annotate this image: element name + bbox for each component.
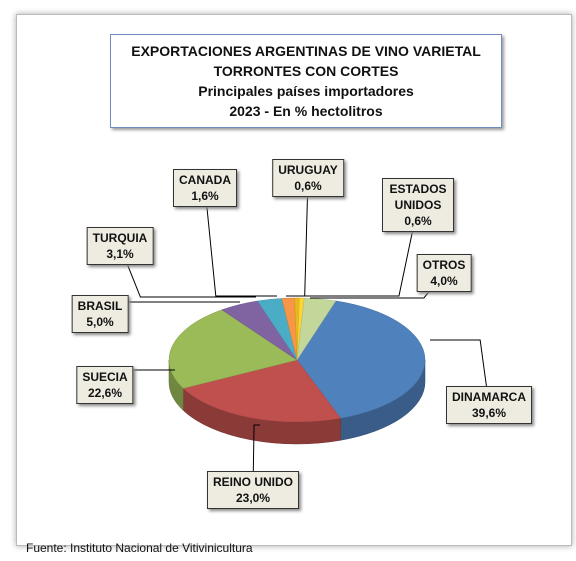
leader-line [430,339,490,406]
category-label: URUGUAY [278,163,338,177]
slice-label: BRASIL 5,0% [71,295,129,333]
title-line: 2023 - En % hectolitros [229,103,383,119]
category-label: CANADA [179,173,231,187]
slice-label: TURQUIA 3,1% [86,227,154,265]
slice-label: OTROS 4,0% [416,254,472,292]
value-label: 4,0% [430,274,458,288]
value-label: 0,6% [294,179,322,193]
value-label: 1,6% [191,189,219,203]
chart-title: EXPORTACIONES ARGENTINAS DE VINO VARIETA… [110,34,502,128]
pie-slice [168,309,298,389]
title-line: TORRONTES CON CORTES [213,63,399,79]
value-label: 23,0% [235,491,271,505]
category-label: ESTADOS UNIDOS [389,182,447,212]
value-label: 39,6% [471,406,507,420]
title-line: EXPORTACIONES ARGENTINAS DE VINO VARIETA… [131,43,481,59]
pie-slice [296,297,337,361]
value-label: 3,1% [106,247,134,261]
source-note: Fuente: Instituto Nacional de Vitivinicu… [26,541,253,555]
slice-label: REINO UNIDO 23,0% [206,471,300,509]
leader-line [252,424,260,491]
pie-slice [296,300,426,419]
category-label: OTROS [422,258,466,272]
slice-label: DINAMARCA 39,6% [446,386,532,424]
category-label: REINO UNIDO [212,475,294,489]
leader-line [291,204,419,297]
category-label: TURQUIA [92,231,148,245]
category-label: DINAMARCA [452,390,526,404]
category-label: SUECIA [82,370,128,384]
slice-label: CANADA 1,6% [173,169,237,207]
slice-label: SUECIA 22,6% [76,366,134,404]
title-line: Principales países importadores [198,83,414,99]
value-label: 5,0% [86,315,114,329]
category-label: BRASIL [77,299,123,313]
leader-line [204,187,277,297]
slice-label: URUGUAY 0,6% [272,159,344,197]
value-label: 22,6% [87,386,123,400]
value-label: 0,6% [404,214,432,228]
pie-slice [182,359,342,423]
slice-label: ESTADOS UNIDOS 0,6% [382,178,454,232]
